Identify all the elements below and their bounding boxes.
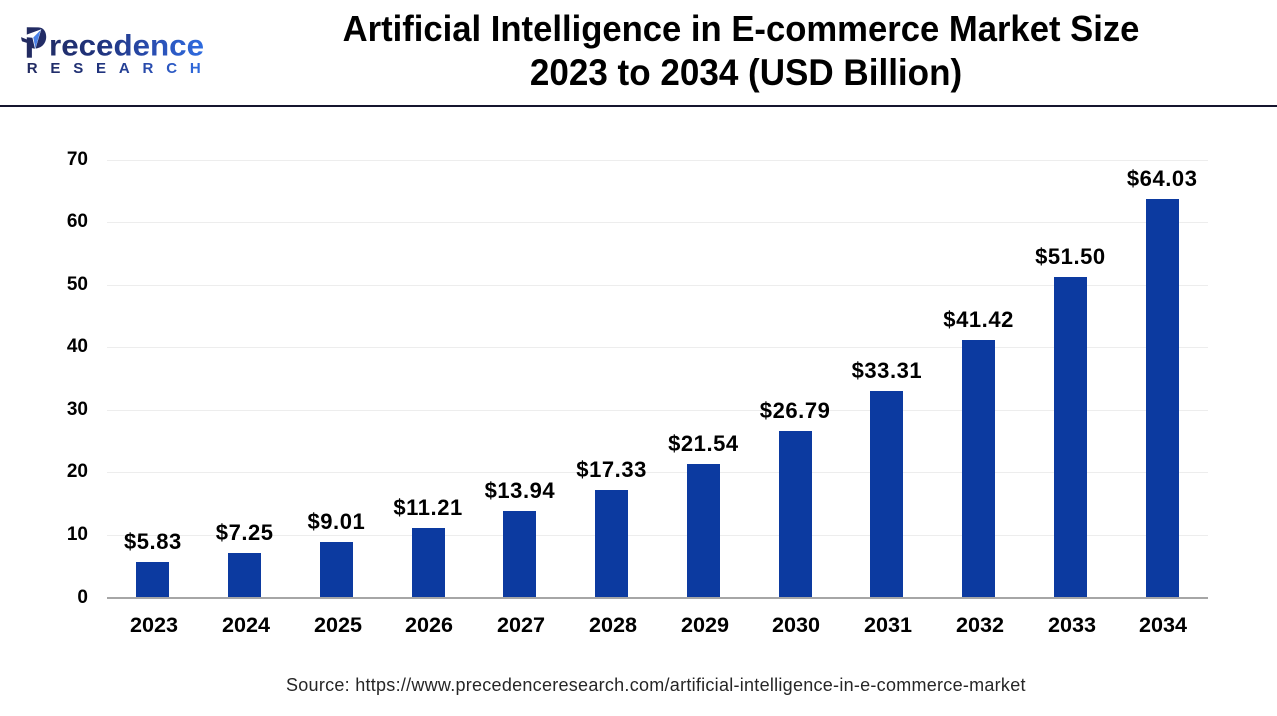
svg-text:recedence: recedence: [49, 30, 204, 63]
svg-text:RESEARCH: RESEARCH: [27, 60, 201, 77]
